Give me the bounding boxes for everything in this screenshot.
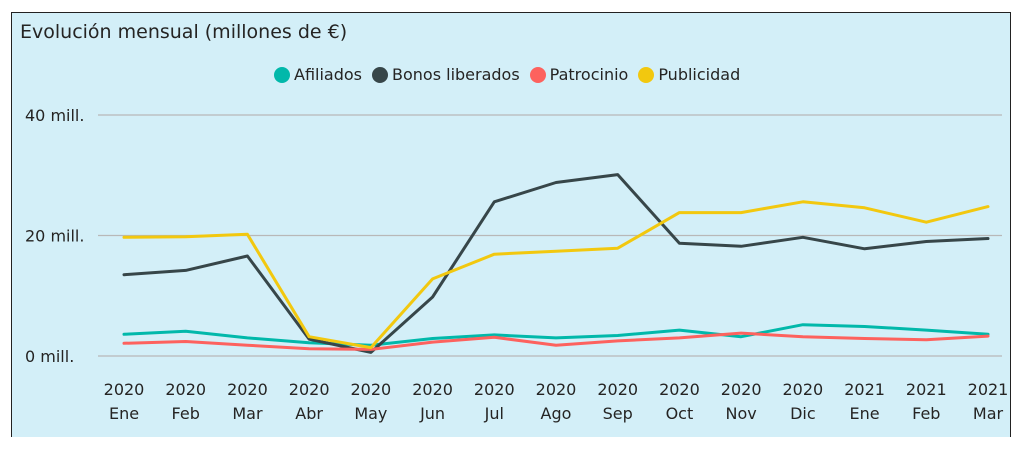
x-tick-month: Ene — [850, 404, 880, 423]
legend-marker — [638, 66, 655, 83]
line-chart: 0 mill. 20 mill. 40 mill. 2020 Ene 2020 Feb 202… — [25, 106, 1009, 423]
legend-marker — [274, 66, 290, 83]
series-line — [122, 323, 990, 347]
x-tick-year: 2020 — [165, 380, 206, 399]
x-tick-year: 2020 — [350, 380, 391, 399]
legend-item[interactable]: Patrocinio — [529, 65, 629, 84]
x-tick-month: Jun — [419, 404, 445, 423]
x-tick-month: Ago — [541, 404, 572, 423]
x-tick-year: 2020 — [536, 380, 577, 399]
x-tick-month: Feb — [172, 404, 200, 423]
legend-marker — [529, 66, 546, 83]
x-tick-month: Ene — [109, 404, 139, 423]
x-tick-month: Feb — [912, 404, 940, 423]
legend-item[interactable]: Afiliados — [274, 65, 362, 84]
x-tick-year: 2021 — [844, 380, 885, 399]
legend-label: Bonos liberados — [392, 65, 520, 84]
x-tick-year: 2020 — [597, 380, 638, 399]
x-tick-year: 2020 — [474, 380, 515, 399]
x-tick-year: 2021 — [906, 380, 947, 399]
x-tick-year: 2020 — [227, 380, 268, 399]
x-tick-year: 2020 — [412, 380, 453, 399]
x-tick-year: 2020 — [289, 380, 330, 399]
legend-item[interactable]: Bonos liberados — [372, 65, 520, 84]
chart-title: Evolución mensual (millones de €) — [20, 21, 348, 43]
x-tick-month: Sep — [603, 404, 633, 423]
legend-marker — [372, 66, 388, 83]
y-tick-label: 40 mill. — [25, 106, 84, 125]
x-tick-month: Nov — [726, 404, 757, 423]
x-tick-month: Jul — [484, 404, 504, 423]
series-line — [122, 173, 990, 354]
legend: Afiliados Bonos liberados Patrocinio Public… — [274, 65, 750, 84]
x-tick-month: Dic — [790, 404, 816, 423]
series-line — [122, 200, 990, 350]
x-tick-year: 2021 — [968, 380, 1009, 399]
legend-label: Afiliados — [294, 65, 362, 84]
y-tick-label: 20 mill. — [25, 227, 84, 246]
legend-label: Publicidad — [658, 65, 741, 84]
x-tick-month: Mar — [232, 404, 263, 423]
x-tick-month: Abr — [295, 404, 323, 423]
legend-label: Patrocinio — [549, 65, 629, 84]
x-tick-month: Oct — [666, 404, 694, 423]
x-tick-month: May — [354, 404, 387, 423]
x-tick-year: 2020 — [721, 380, 762, 399]
legend-item[interactable]: Publicidad — [638, 65, 740, 84]
chart-panel: Evolución mensual (millones de €) Afilia… — [11, 12, 1011, 437]
y-tick-label: 0 mill. — [25, 347, 74, 366]
x-tick-year: 2020 — [782, 380, 823, 399]
x-tick-year: 2020 — [659, 380, 700, 399]
x-tick-year: 2020 — [104, 380, 145, 399]
x-tick-month: Mar — [973, 404, 1004, 423]
series-line — [122, 331, 990, 351]
